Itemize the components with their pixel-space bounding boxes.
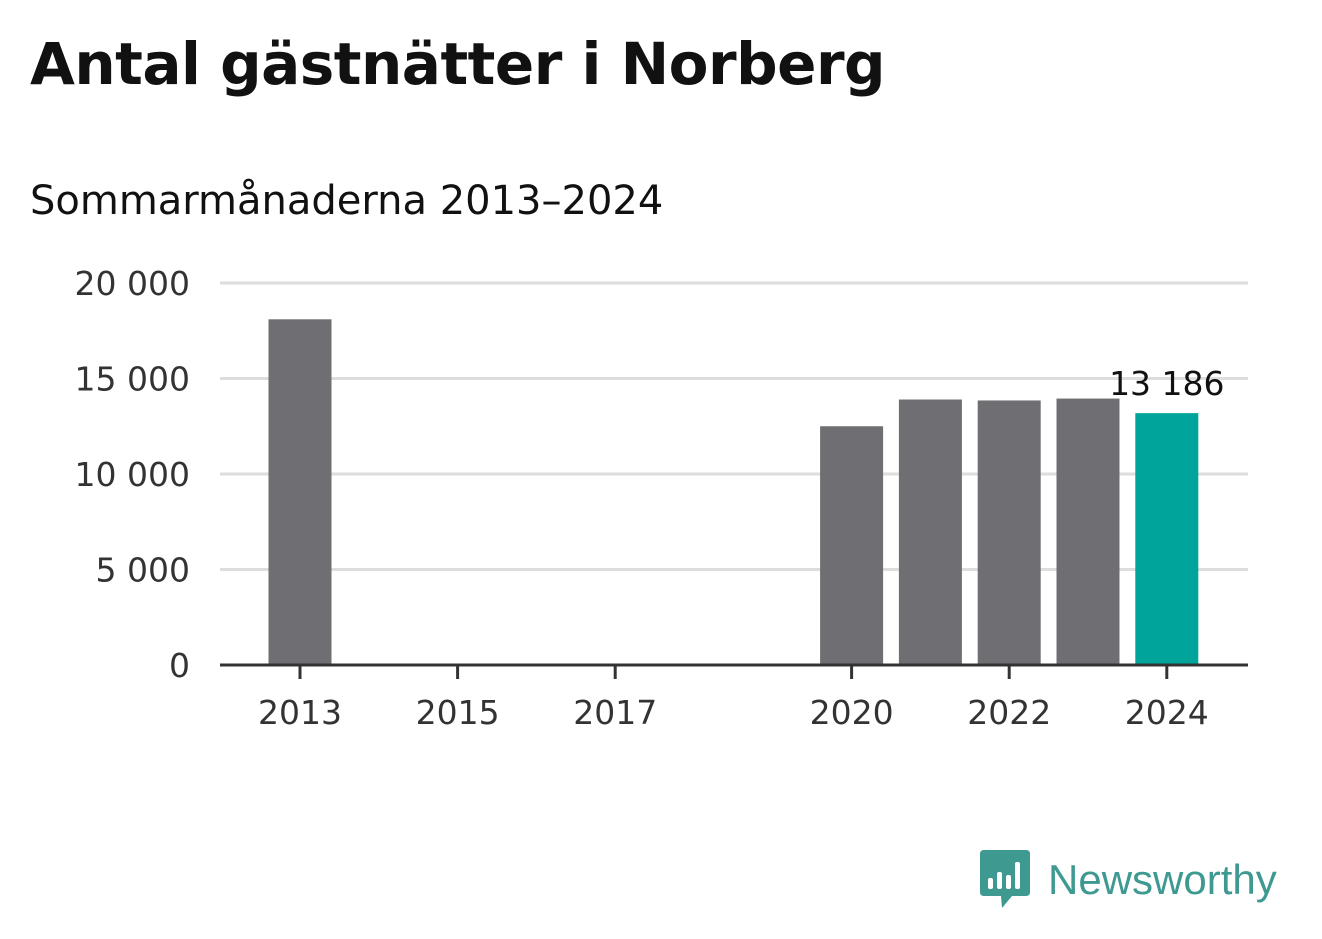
bar-2023 <box>1056 398 1120 665</box>
y-tick-label: 20 000 <box>75 264 190 303</box>
bar-2020 <box>820 426 884 665</box>
data-label: 13 186 <box>1109 364 1224 403</box>
y-tick-label: 15 000 <box>75 360 190 399</box>
y-tick-label: 5 000 <box>96 551 190 590</box>
bar-2022 <box>977 400 1041 665</box>
bar-2013 <box>268 319 332 665</box>
y-tick-label: 0 <box>169 646 190 685</box>
chart-title: Antal gästnätter i Norberg <box>30 30 886 98</box>
x-tick-label: 2013 <box>258 693 342 732</box>
newsworthy-logo: Newsworthy <box>980 850 1277 910</box>
newsworthy-logo-icon <box>980 850 1030 908</box>
y-tick-label: 10 000 <box>75 455 190 494</box>
x-tick-label: 2017 <box>573 693 657 732</box>
x-tick-label: 2024 <box>1125 693 1209 732</box>
bar-2024 <box>1135 413 1199 665</box>
x-tick-label: 2022 <box>967 693 1051 732</box>
logo-text: Newsworthy <box>1048 856 1277 903</box>
x-tick-label: 2020 <box>810 693 894 732</box>
x-tick-label: 2015 <box>416 693 500 732</box>
chart-subtitle: Sommarmånaderna 2013–2024 <box>30 178 664 224</box>
bar-2021 <box>898 399 962 665</box>
